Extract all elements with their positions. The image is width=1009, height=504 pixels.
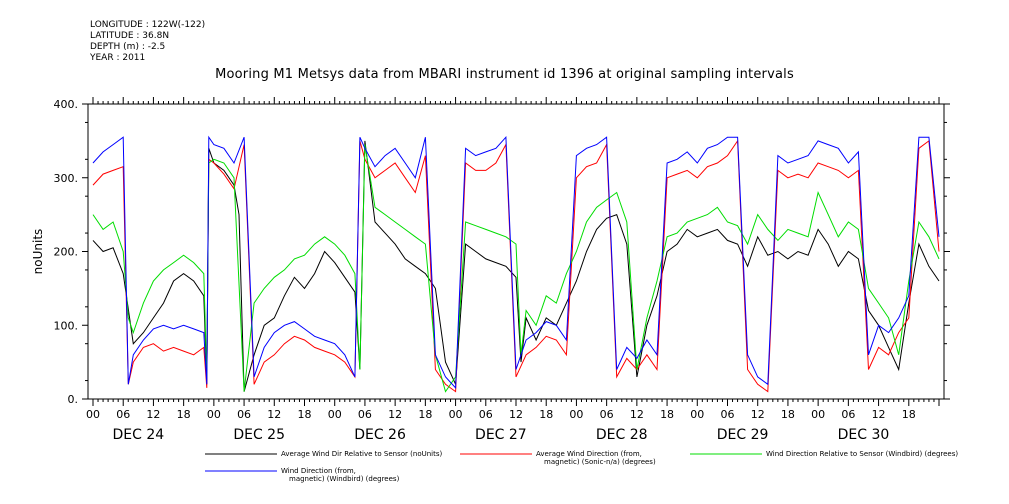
legend: Average Wind Dir Relative to Sensor (noU… [205, 450, 958, 483]
y-axis-label: noUnits [31, 229, 45, 275]
x-tick-label: 00 [86, 408, 100, 421]
series-line-3 [92, 144, 940, 393]
x-tick-label: 18 [781, 408, 795, 421]
x-tick-label: 00 [449, 408, 463, 421]
y-tick-label: 300. [54, 172, 79, 185]
x-tick-label: 18 [418, 408, 432, 421]
x-tick-label: 18 [539, 408, 553, 421]
x-tick-label: 00 [811, 408, 825, 421]
day-label: DEC 24 [112, 427, 164, 443]
y-tick-label: 0. [68, 393, 79, 406]
x-tick-label: 12 [388, 408, 402, 421]
x-tick-label: 12 [146, 408, 160, 421]
x-tick-label: 06 [237, 408, 251, 421]
x-tick-label: 06 [479, 408, 493, 421]
legend-label-1: Average Wind Dir Relative to Sensor (noU… [281, 450, 442, 458]
depth-label: DEPTH (m) : -2.5 [90, 42, 166, 52]
plot-lines [92, 135, 940, 393]
x-tick-label: 18 [298, 408, 312, 421]
latitude-label: LATITUDE : 36.8N [90, 31, 170, 41]
series-line-1 [92, 140, 940, 392]
x-tick-label: 18 [660, 408, 674, 421]
x-tick-label: 12 [872, 408, 886, 421]
day-label: DEC 30 [838, 427, 890, 443]
axes: 0. 100. 200. 300. 400. noUnits 00 06 12 18 00 06 12 1… [31, 97, 950, 443]
legend-label-3: Wind Direction Relative to Sensor (Windb… [766, 450, 958, 458]
day-label: DEC 27 [475, 427, 527, 443]
x-tick-label: 12 [751, 408, 765, 421]
x-tick-label: 00 [569, 408, 583, 421]
series-line-2 [92, 139, 940, 393]
day-label: DEC 29 [717, 427, 769, 443]
x-tick-label: 06 [116, 408, 130, 421]
legend-label-2-line2: magnetic) (Sonic-n/a) (degrees) [544, 458, 656, 466]
x-tick-label: 12 [509, 408, 523, 421]
x-tick-label: 06 [600, 408, 614, 421]
legend-label-4-line2: magnetic) (Windbird) (degrees) [289, 475, 400, 483]
x-tick-label: 06 [841, 408, 855, 421]
x-tick-label: 12 [630, 408, 644, 421]
day-label: DEC 26 [354, 427, 406, 443]
x-tick-label: 18 [177, 408, 191, 421]
series-line-4 [92, 135, 940, 390]
x-tick-label: 00 [328, 408, 342, 421]
x-tick-label: 00 [207, 408, 221, 421]
y-tick-label: 400. [54, 98, 79, 111]
legend-label-4: Wind Direction (from, [281, 467, 356, 475]
y-tick-label: 200. [54, 246, 79, 259]
day-label: DEC 25 [233, 427, 285, 443]
day-label: DEC 28 [596, 427, 648, 443]
y-tick-label: 100. [54, 319, 79, 332]
year-label: YEAR : 2011 [90, 53, 146, 63]
x-tick-label: 12 [267, 408, 281, 421]
x-tick-label: 06 [721, 408, 735, 421]
x-tick-label: 06 [358, 408, 372, 421]
longitude-label: LONGITUDE : 122W(-122) [90, 20, 206, 30]
metadata-block: LONGITUDE : 122W(-122) LATITUDE : 36.8N … [90, 20, 205, 64]
chart-title: Mooring M1 Metsys data from MBARI instru… [215, 67, 794, 82]
x-tick-label: 00 [690, 408, 704, 421]
x-tick-label: 18 [902, 408, 916, 421]
legend-label-2: Average Wind Direction (from, [536, 450, 642, 458]
